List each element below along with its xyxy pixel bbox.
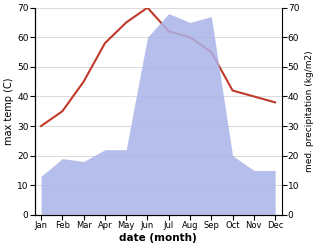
Y-axis label: max temp (C): max temp (C)	[4, 78, 14, 145]
X-axis label: date (month): date (month)	[119, 233, 197, 243]
Y-axis label: med. precipitation (kg/m2): med. precipitation (kg/m2)	[305, 50, 314, 172]
